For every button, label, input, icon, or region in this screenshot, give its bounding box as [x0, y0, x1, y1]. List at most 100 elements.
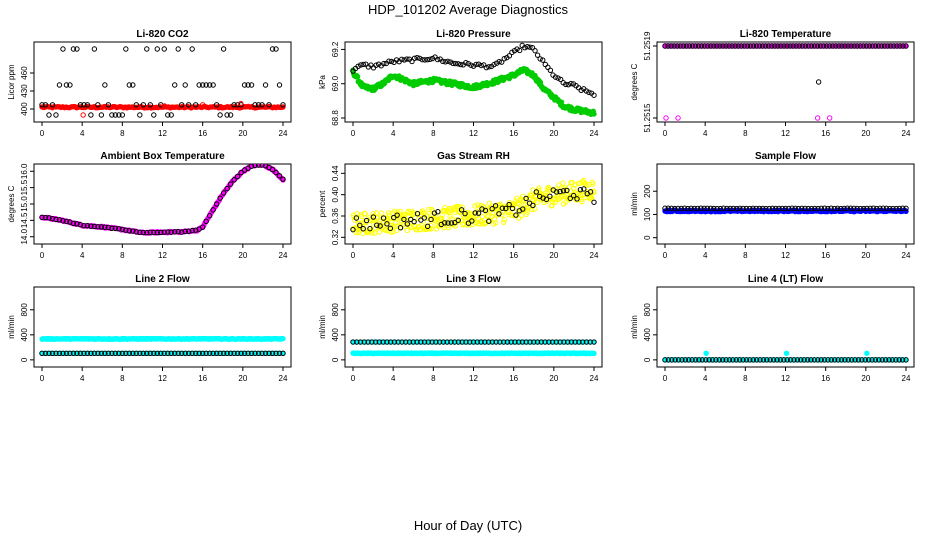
- data-point: [238, 100, 244, 107]
- data-point: [568, 80, 574, 87]
- data-point: [814, 115, 821, 121]
- data-point: [851, 205, 857, 212]
- data-point: [570, 192, 577, 199]
- data-point: [542, 61, 548, 68]
- x-tick-label: 20: [549, 374, 558, 383]
- x-tick-label: 20: [549, 129, 558, 138]
- data-point: [893, 357, 899, 363]
- panel-title: Line 4 (LT) Flow: [748, 274, 824, 285]
- data-point: [671, 43, 677, 49]
- data-point: [836, 43, 842, 49]
- data-point: [875, 43, 882, 49]
- x-tick-label: 0: [40, 374, 45, 383]
- data-point: [372, 230, 378, 236]
- data-point: [388, 229, 394, 235]
- data-point: [445, 58, 451, 64]
- data-point: [854, 43, 860, 49]
- data-point: [714, 43, 720, 49]
- data-point: [815, 79, 822, 85]
- data-point: [175, 228, 181, 235]
- data-point: [416, 223, 422, 230]
- x-tick-label: 20: [238, 129, 247, 138]
- data-point: [531, 198, 537, 204]
- data-point: [694, 205, 701, 212]
- data-point: [675, 115, 681, 121]
- data-point: [778, 43, 784, 49]
- data-point: [808, 205, 815, 212]
- data-point: [760, 357, 767, 363]
- data-point: [77, 102, 84, 108]
- data-point: [441, 220, 448, 226]
- data-point: [523, 339, 529, 345]
- data-point: [730, 205, 737, 212]
- data-point: [116, 112, 122, 118]
- data-point: [709, 357, 716, 363]
- data-point: [112, 225, 119, 232]
- data-point: [549, 202, 555, 209]
- data-point: [431, 210, 438, 216]
- data-point: [501, 217, 507, 223]
- data-point: [717, 43, 723, 49]
- data-point: [70, 220, 77, 226]
- data-point: [698, 205, 704, 211]
- data-point: [70, 46, 77, 52]
- data-point: [88, 223, 94, 229]
- data-point: [168, 229, 174, 235]
- data-point: [436, 339, 443, 345]
- data-point: [248, 164, 255, 169]
- data-point: [350, 339, 356, 345]
- data-point: [496, 58, 502, 65]
- data-point: [199, 350, 206, 356]
- data-point: [404, 56, 410, 62]
- x-tick-label: 20: [861, 251, 870, 260]
- data-point: [88, 112, 94, 118]
- data-point: [161, 103, 168, 109]
- data-point: [579, 198, 585, 205]
- data-point: [397, 208, 403, 215]
- data-point: [238, 350, 244, 356]
- data-point: [680, 43, 687, 49]
- data-point: [789, 205, 795, 211]
- data-point: [591, 189, 597, 195]
- panel-frame: [33, 41, 292, 123]
- data-point: [842, 357, 848, 363]
- x-tick-label: 0: [40, 129, 45, 138]
- x-tick-label: 12: [469, 251, 478, 260]
- data-point: [568, 339, 575, 345]
- x-tick-label: 8: [120, 251, 125, 260]
- data-point: [354, 74, 361, 80]
- data-point: [845, 357, 851, 363]
- data-point: [662, 43, 668, 49]
- data-point: [576, 339, 582, 345]
- data-point: [53, 216, 59, 223]
- data-point: [70, 350, 77, 356]
- data-point: [172, 229, 178, 235]
- data-point: [827, 43, 833, 49]
- data-point: [520, 206, 526, 212]
- data-point: [787, 357, 794, 363]
- data-point: [590, 181, 596, 187]
- data-point: [753, 43, 760, 49]
- data-point: [365, 339, 371, 345]
- data-point: [234, 173, 241, 180]
- data-point: [823, 43, 830, 49]
- data-point: [493, 339, 499, 345]
- data-point: [217, 350, 223, 356]
- data-point: [769, 205, 776, 212]
- data-point: [741, 43, 748, 49]
- data-point: [564, 339, 571, 345]
- x-tick-label: 12: [469, 129, 478, 138]
- data-point: [881, 43, 888, 49]
- data-point: [98, 112, 105, 118]
- data-point: [165, 229, 171, 235]
- y-tick-label: 14.0: [20, 228, 29, 244]
- data-point: [353, 215, 360, 221]
- data-point: [379, 210, 385, 216]
- data-point: [750, 205, 756, 212]
- x-tick-label: 24: [902, 129, 911, 138]
- data-point: [126, 350, 133, 356]
- data-point: [762, 43, 769, 49]
- data-point: [574, 196, 580, 202]
- data-point: [726, 357, 733, 363]
- data-point: [112, 350, 119, 356]
